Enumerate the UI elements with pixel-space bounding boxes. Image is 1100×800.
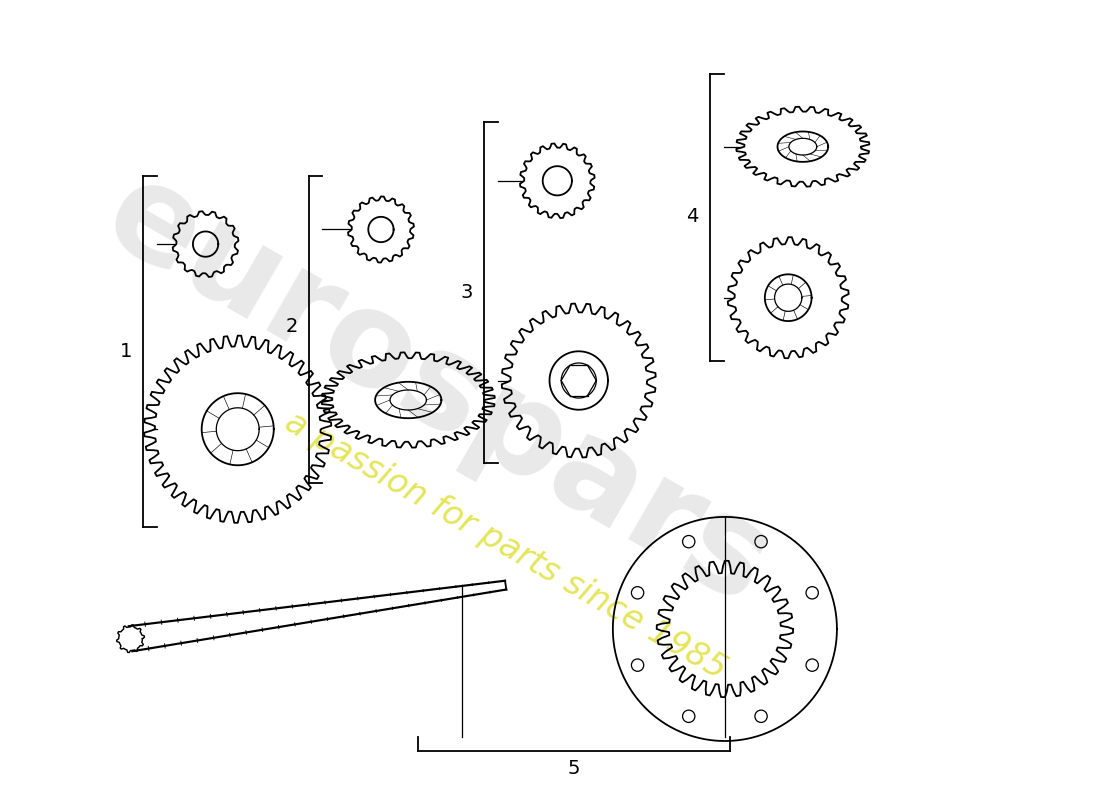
Text: 5: 5 xyxy=(568,758,580,778)
Text: eurospars: eurospars xyxy=(84,149,792,631)
Text: 4: 4 xyxy=(686,207,698,226)
Text: 1: 1 xyxy=(120,342,132,361)
Text: a passion for parts since 1985: a passion for parts since 1985 xyxy=(279,406,733,686)
Text: 2: 2 xyxy=(285,318,297,337)
Text: 3: 3 xyxy=(461,283,473,302)
